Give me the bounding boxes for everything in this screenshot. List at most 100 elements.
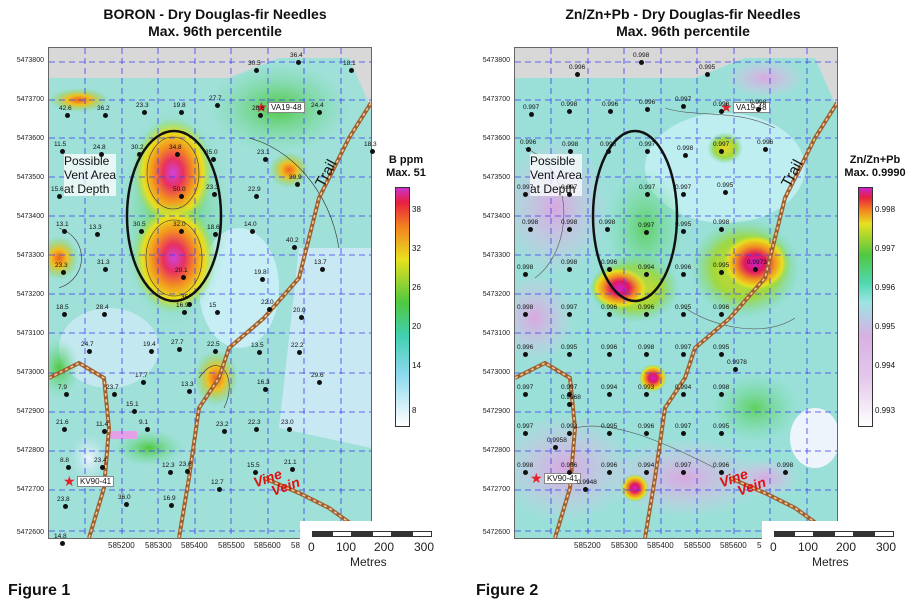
y-axis-tick: 5473600	[16, 135, 44, 142]
y-axis-tick: 5473300	[16, 252, 44, 259]
sample-point	[370, 149, 375, 154]
sample-point	[254, 427, 259, 432]
sample-value: 27.7	[171, 339, 184, 346]
y-axis-tick: 5472600	[16, 529, 44, 536]
sample-value: 50.0	[173, 186, 186, 193]
sample-point	[523, 431, 528, 436]
y-axis-tick: 5473800	[16, 57, 44, 64]
sample-point	[567, 470, 572, 475]
map-panel[interactable]	[48, 47, 372, 539]
sample-value: 14.0	[244, 221, 257, 228]
sample-point	[57, 194, 62, 199]
vent-line-2: Vent Area	[64, 168, 117, 182]
sample-value: 0.996	[600, 141, 617, 148]
sample-value: 16.3	[257, 379, 270, 386]
sample-point	[644, 431, 649, 436]
sample-point	[297, 350, 302, 355]
sample-point	[719, 392, 724, 397]
sample-label-kv90-41[interactable]: KV90-41	[77, 476, 115, 487]
legend-colorbar	[858, 187, 873, 427]
sample-value: 22.3	[248, 419, 261, 426]
sample-point	[575, 72, 580, 77]
sample-value: 0.997	[517, 423, 534, 430]
sample-point	[681, 229, 686, 234]
legend-title: Zn/Zn+Pb Max. 0.9990	[838, 154, 912, 180]
sample-value: 18.6	[207, 224, 220, 231]
sample-point	[681, 352, 686, 357]
sample-point	[645, 107, 650, 112]
legend-tick-label: 38	[412, 205, 421, 214]
x-axis-tick: 585400	[647, 541, 674, 550]
sample-point	[719, 109, 724, 114]
y-axis-tick: 5473400	[16, 213, 44, 220]
sample-value: 0.996	[601, 344, 618, 351]
sample-label-va19-48[interactable]: VA19-48	[268, 102, 305, 113]
sample-value: 13.3	[89, 224, 102, 231]
sample-point	[763, 147, 768, 152]
sample-value: 0.9968	[561, 394, 581, 401]
sample-point	[187, 389, 192, 394]
sample-point	[567, 109, 572, 114]
figure-2: Zn/Zn+Pb - Dry Douglas-fir Needles Max. …	[458, 0, 916, 608]
sample-value: 0.996	[569, 64, 586, 71]
sample-value: 0.997	[638, 222, 655, 229]
sample-value: 23.8	[57, 496, 70, 503]
legend-tick-label: 32	[412, 244, 421, 253]
sample-point	[103, 113, 108, 118]
scale-segment	[392, 531, 412, 537]
sample-value: 0.998	[522, 219, 539, 226]
sample-point	[179, 110, 184, 115]
scale-tick: 100	[798, 540, 819, 554]
sample-point	[705, 72, 710, 77]
sample-label-kv90-41[interactable]: KV90-41	[544, 473, 582, 484]
sample-point	[62, 229, 67, 234]
sample-point	[719, 149, 724, 154]
sample-value: 0.998	[713, 101, 730, 108]
sample-value: 0.998	[633, 52, 650, 59]
y-axis-tick: 5472600	[482, 529, 510, 536]
star-icon: ★	[255, 99, 268, 115]
sample-value: 16.9	[163, 495, 176, 502]
sample-value: 0.995	[675, 221, 692, 228]
sample-point	[606, 149, 611, 154]
sample-point	[177, 347, 182, 352]
sample-point	[263, 387, 268, 392]
sample-point	[61, 270, 66, 275]
legend-tick-label: 0.997	[875, 244, 896, 253]
sample-point	[607, 352, 612, 357]
sample-point	[212, 192, 217, 197]
y-axis-tick: 5473000	[482, 369, 510, 376]
sample-value: 20.0	[293, 307, 306, 314]
sample-value: 11.4	[96, 421, 109, 428]
sample-point	[258, 113, 263, 118]
sample-point	[254, 194, 259, 199]
sample-value: 0.995	[675, 304, 692, 311]
sample-value: 23.4	[94, 457, 107, 464]
legend-title-line1: Zn/Zn+Pb	[849, 154, 901, 166]
sample-value: 36.0	[118, 494, 131, 501]
sample-value: 0.996	[639, 99, 656, 106]
sample-point	[644, 352, 649, 357]
sample-point	[290, 467, 295, 472]
sample-point	[102, 429, 107, 434]
sample-point	[567, 192, 572, 197]
sample-value: 15	[209, 302, 217, 309]
scale-unit: Metres	[350, 555, 387, 569]
sample-label-va19-48[interactable]: VA19-48	[733, 102, 770, 113]
sample-point	[124, 502, 129, 507]
sample-point	[287, 427, 292, 432]
y-axis-tick: 5473100	[16, 330, 44, 337]
scale-box	[300, 521, 450, 577]
sample-point	[683, 153, 688, 158]
sample-value: 15.5	[247, 462, 260, 469]
figure-label: Figure 1	[8, 582, 71, 599]
y-axis-tick: 5472700	[482, 486, 510, 493]
sample-value: 22.5	[207, 341, 220, 348]
sample-point	[267, 307, 272, 312]
sample-point	[102, 312, 107, 317]
scale-segment	[412, 531, 432, 537]
y-axis-tick: 5472800	[16, 447, 44, 454]
sample-value: 27.7	[209, 95, 222, 102]
figure-label: Figure 2	[476, 582, 539, 599]
sample-point	[60, 149, 65, 154]
